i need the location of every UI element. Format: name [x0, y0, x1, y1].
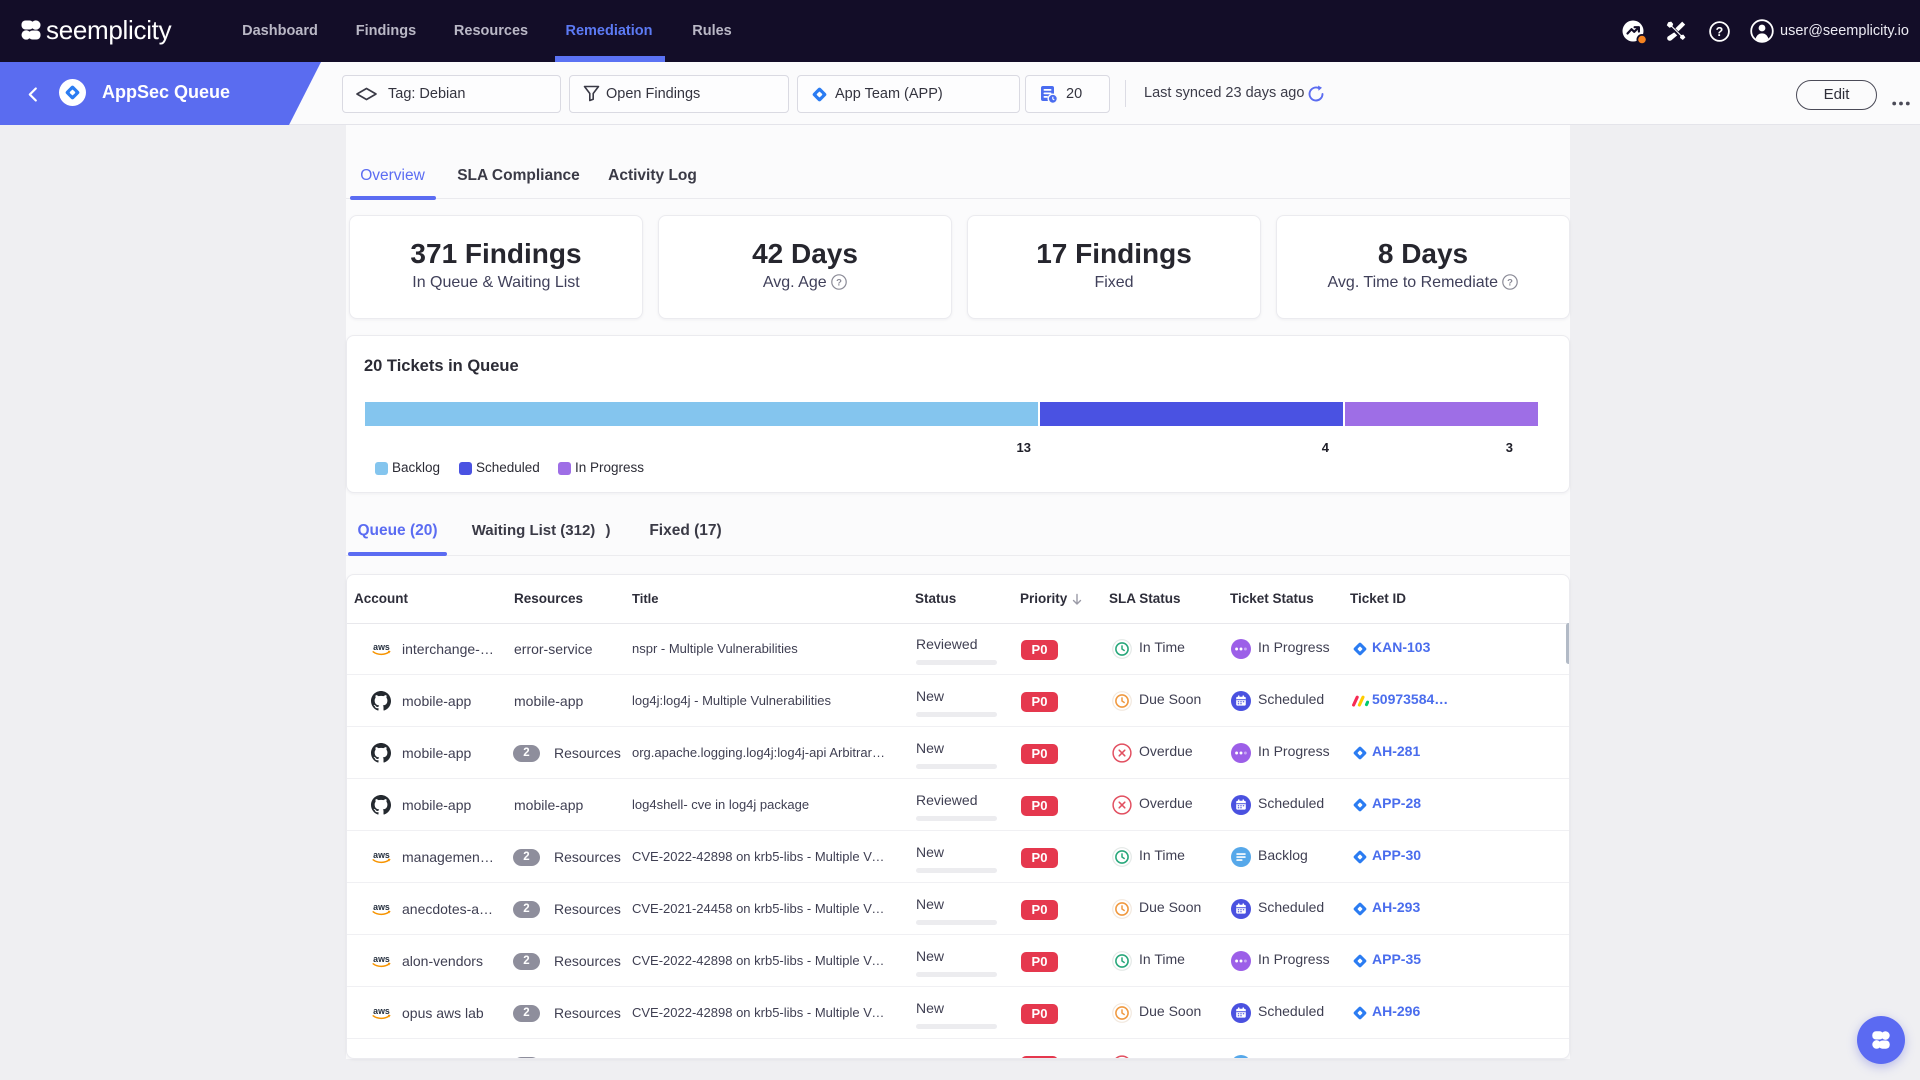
svg-text:aws: aws: [373, 1058, 390, 1059]
svg-text:aws: aws: [373, 642, 390, 652]
svg-text:aws: aws: [373, 954, 390, 964]
svg-text:aws: aws: [373, 1006, 390, 1016]
svg-text:?: ?: [836, 277, 842, 288]
svg-text:?: ?: [1716, 25, 1724, 39]
svg-text:aws: aws: [373, 850, 390, 860]
svg-text:aws: aws: [373, 902, 390, 912]
svg-text:?: ?: [1508, 277, 1514, 288]
